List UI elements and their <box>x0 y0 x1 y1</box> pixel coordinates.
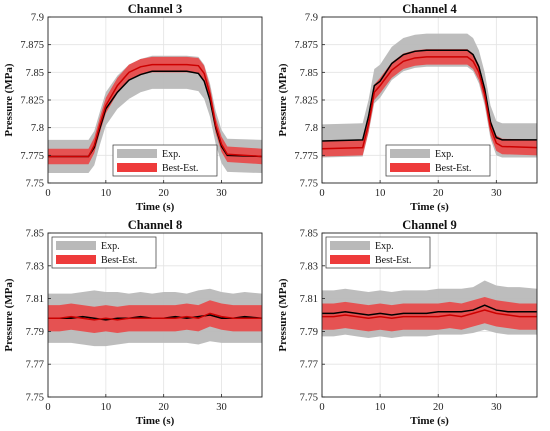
legend-swatch-best-est <box>330 255 370 264</box>
legend-label: Best-Est. <box>435 163 471 174</box>
best-est-mean-line <box>322 309 537 320</box>
y-tick-label: 7.83 <box>300 261 318 272</box>
x-tick-label: 20 <box>158 402 169 413</box>
y-tick-label: 7.81 <box>300 294 318 305</box>
chart-panel-1: 0 10 20 30 7.75 7.775 7.8 7.825 7.85 7.875 7.9 Chan… <box>3 2 263 213</box>
y-tick-label: 7.83 <box>26 261 44 272</box>
x-axis-label: Time (s) <box>410 415 449 427</box>
legend-label: Best-Est. <box>162 163 198 174</box>
x-tick-label: 10 <box>101 188 112 199</box>
exp-mean-line <box>321 49 537 142</box>
legend-swatch-best-est <box>390 163 430 172</box>
axes-frame <box>321 232 538 398</box>
y-tick-label: 7.81 <box>26 294 44 305</box>
legend-swatch-exp <box>56 241 96 250</box>
best-est-uncertainty-band <box>322 49 537 157</box>
y-tick-label: 7.85 <box>300 229 318 240</box>
chart-title: Channel 8 <box>128 218 183 232</box>
x-tick-label: 30 <box>491 188 502 199</box>
x-axis-label: Time (s) <box>136 201 175 213</box>
legend: Exp. Best-Est. <box>385 144 491 177</box>
legend-swatch-exp <box>117 149 157 158</box>
x-axis-label: Time (s) <box>136 415 175 427</box>
y-tick-label: 7.79 <box>300 327 318 338</box>
chart-panel-3: 0 10 20 30 7.75 7.77 7.79 7.81 7.83 7.85 Channel 8… <box>3 218 263 427</box>
best-est-mean-line <box>48 312 262 321</box>
x-tick-label: 30 <box>491 402 502 413</box>
exp-mean-line <box>322 304 537 316</box>
legend-label: Best-Est. <box>101 255 137 266</box>
y-tick-label: 7.75 <box>300 393 318 404</box>
legend: Exp. Best-Est. <box>325 236 431 269</box>
axes-frame <box>47 232 263 398</box>
x-tick-label: 20 <box>158 188 169 199</box>
y-axis-label: Pressure (MPa) <box>3 63 15 137</box>
y-tick-label: 7.9 <box>305 13 318 24</box>
x-tick-label: 10 <box>375 402 386 413</box>
y-tick-label: 7.75 <box>26 179 44 190</box>
y-tick-label: 7.79 <box>26 327 44 338</box>
chart-panel-2: 0 10 20 30 7.75 7.775 7.8 7.825 7.85 7.875 7.9 Chan… <box>277 2 538 213</box>
x-tick-label: 0 <box>45 402 50 413</box>
best-est-mean-line <box>48 63 263 158</box>
legend-swatch-exp <box>330 241 370 250</box>
y-tick-label: 7.825 <box>20 96 44 107</box>
y-tick-label: 7.875 <box>20 40 44 51</box>
y-tick-label: 7.77 <box>26 360 44 371</box>
legend: Exp. Best-Est. <box>112 144 218 177</box>
y-axis-label: Pressure (MPa) <box>277 63 289 137</box>
y-tick-label: 7.85 <box>26 68 44 79</box>
legend-swatch-best-est <box>117 163 157 172</box>
x-tick-label: 30 <box>216 402 227 413</box>
x-tick-label: 0 <box>45 188 50 199</box>
legend-label: Best-Est. <box>375 255 411 266</box>
x-tick-label: 0 <box>319 402 324 413</box>
chart-title: Channel 9 <box>402 218 457 232</box>
chart-panel-4: 0 10 20 30 7.75 7.77 7.79 7.81 7.83 7.85 Channel 9… <box>277 218 538 427</box>
x-tick-label: 0 <box>319 188 324 199</box>
y-tick-label: 7.75 <box>26 393 44 404</box>
x-tick-label: 10 <box>101 402 112 413</box>
legend-label: Exp. <box>435 149 454 160</box>
y-axis-label: Pressure (MPa) <box>277 278 289 352</box>
chart-title: Channel 4 <box>402 2 457 16</box>
y-axis-label: Pressure (MPa) <box>3 278 15 352</box>
y-tick-label: 7.875 <box>294 40 318 51</box>
x-tick-label: 10 <box>375 188 386 199</box>
legend-label: Exp. <box>162 149 181 160</box>
legend-swatch-best-est <box>56 255 96 264</box>
legend-label: Exp. <box>375 241 394 252</box>
y-tick-label: 7.8 <box>31 123 44 134</box>
x-tick-label: 20 <box>433 402 444 413</box>
y-tick-label: 7.8 <box>305 123 318 134</box>
x-axis-label: Time (s) <box>410 201 449 213</box>
legend-label: Exp. <box>101 241 120 252</box>
legend-swatch-exp <box>390 149 430 158</box>
x-tick-label: 20 <box>433 188 444 199</box>
x-tick-label: 30 <box>216 188 227 199</box>
y-tick-label: 7.9 <box>31 13 44 24</box>
legend: Exp. Best-Est. <box>51 236 157 269</box>
best-est-mean-line <box>321 56 538 150</box>
chart-title: Channel 3 <box>128 2 183 16</box>
y-tick-label: 7.775 <box>294 151 318 162</box>
y-tick-label: 7.75 <box>300 179 318 190</box>
y-tick-label: 7.77 <box>300 360 318 371</box>
y-tick-label: 7.85 <box>300 68 318 79</box>
best-est-uncertainty-band <box>48 300 262 334</box>
y-tick-label: 7.825 <box>294 96 318 107</box>
y-tick-label: 7.85 <box>26 229 44 240</box>
best-est-uncertainty-band <box>48 56 262 165</box>
y-tick-label: 7.775 <box>20 151 44 162</box>
